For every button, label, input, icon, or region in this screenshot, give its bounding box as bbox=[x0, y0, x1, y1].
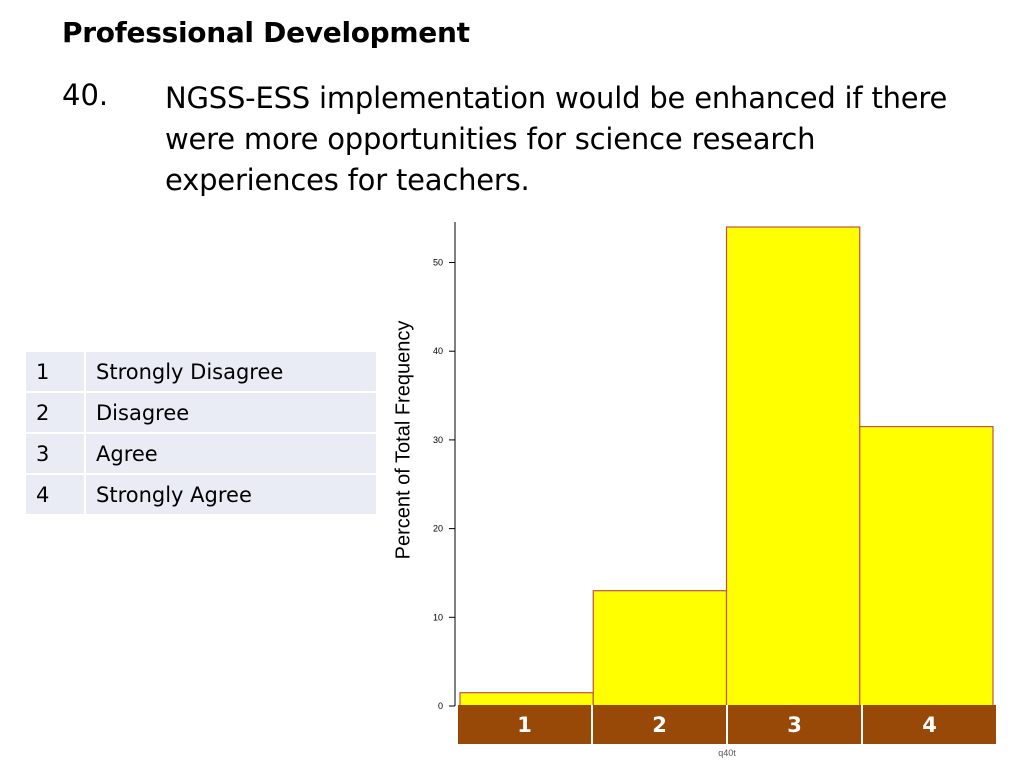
scale-label: Strongly Disagree bbox=[86, 352, 376, 391]
scale-label: Strongly Agree bbox=[86, 475, 376, 514]
scale-label: Agree bbox=[86, 434, 376, 473]
histogram-bar bbox=[725, 226, 861, 707]
category-label: 3 bbox=[726, 705, 861, 744]
response-scale-table: 1 Strongly Disagree 2 Disagree 3 Agree 4 Strong… bbox=[26, 350, 376, 516]
scale-row: 2 Disagree bbox=[26, 393, 376, 432]
section-title: Professional Development bbox=[62, 16, 470, 49]
scale-number: 4 bbox=[26, 475, 86, 514]
y-tick-label: 20 bbox=[433, 524, 443, 534]
y-axis-label: Percent of Total Frequency bbox=[392, 320, 415, 560]
scale-row: 4 Strongly Agree bbox=[26, 475, 376, 514]
x-axis-label: q40t bbox=[718, 748, 736, 758]
category-label: 2 bbox=[591, 705, 726, 744]
scale-label: Disagree bbox=[86, 393, 376, 432]
scale-number: 3 bbox=[26, 434, 86, 473]
y-tick-label: 30 bbox=[433, 435, 443, 445]
y-tick-label: 10 bbox=[433, 612, 443, 622]
y-tick-label: 0 bbox=[438, 701, 443, 711]
histogram-bar bbox=[592, 590, 728, 707]
scale-row: 3 Agree bbox=[26, 434, 376, 473]
category-label: 4 bbox=[861, 705, 996, 744]
question-text: NGSS-ESS implementation would be enhance… bbox=[165, 81, 948, 197]
histogram-bar bbox=[459, 692, 594, 707]
scale-number: 2 bbox=[26, 393, 86, 432]
histogram-bar bbox=[859, 425, 994, 707]
category-label: 1 bbox=[458, 705, 591, 744]
y-tick-label: 50 bbox=[433, 258, 443, 268]
scale-row: 1 Strongly Disagree bbox=[26, 352, 376, 391]
scale-number: 1 bbox=[26, 352, 86, 391]
question-number: 40. bbox=[62, 78, 109, 112]
y-tick-label: 40 bbox=[433, 346, 443, 356]
